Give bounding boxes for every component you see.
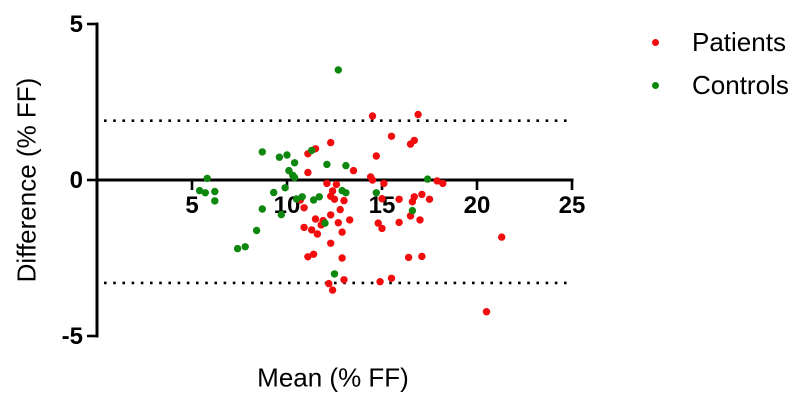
data-point-controls [281,184,289,192]
data-point-patients [374,219,382,227]
data-point-patients [328,286,337,294]
x-tick-label: 5 [185,192,198,219]
data-point-patients [338,228,346,236]
data-point-controls [342,189,350,197]
y-tick-label: 5 [70,11,83,38]
data-point-patients [311,215,320,223]
data-point-controls [211,187,219,196]
data-point-patients [376,278,384,286]
data-point-patients [410,136,418,145]
data-point-controls [211,197,219,205]
data-point-patients [395,195,403,203]
data-point-controls [258,148,266,156]
data-point-controls [372,189,380,197]
legend-label-patients: Patients [692,27,786,57]
data-point-patients [482,308,491,316]
data-point-patients [404,253,413,262]
legend-label-controls: Controls [692,70,789,100]
data-point-patients [323,179,331,188]
data-point-patients [416,216,424,224]
data-point-patients [378,224,386,233]
y-tick-label: -5 [62,323,83,350]
legend: Patients Controls [652,28,789,99]
data-point-patients [340,276,348,284]
data-point-patients [368,112,377,120]
data-point-controls [258,205,266,213]
data-point-controls [252,226,261,235]
data-point-patients [418,190,426,199]
data-point-patients [498,233,506,241]
data-point-controls [290,159,299,167]
data-point-patients [327,211,335,219]
data-point-patients [308,226,316,234]
data-point-patients [418,252,426,261]
data-point-patients [336,205,344,214]
data-point-controls [298,193,306,201]
data-point-controls [309,196,318,204]
data-point-patients [425,195,434,203]
data-point-patients [410,193,418,201]
data-point-patients [380,179,388,188]
data-point-controls [203,174,211,183]
data-point-controls [283,151,291,159]
data-point-patients [340,196,348,205]
data-point-controls [290,173,299,182]
data-point-patients [327,138,335,147]
data-point-patients [300,223,308,232]
data-point-patients [368,176,377,184]
data-point-patients [378,195,386,203]
x-tick-label: 20 [464,192,491,219]
controls-marker-icon [652,81,659,89]
data-point-patients [346,216,354,224]
data-point-patients [439,179,447,188]
data-point-controls [233,244,242,253]
data-point-patients [332,180,341,189]
data-point-controls [323,160,331,169]
data-point-controls [315,193,323,201]
data-point-controls [195,186,204,195]
data-point-patients [330,195,339,203]
data-point-patients [325,279,333,288]
x-axis-title: Mean (% FF) [257,362,409,393]
y-tick-label: 0 [70,167,83,194]
data-point-patients [395,218,403,227]
data-point-patients [372,152,380,160]
data-point-patients [387,274,396,282]
data-point-controls [277,210,285,219]
data-point-controls [275,153,284,161]
data-point-controls [330,270,339,278]
legend-item-controls: Controls [652,71,789,99]
data-point-patients [327,239,335,247]
legend-item-patients: Patients [652,28,789,56]
data-point-controls [321,219,329,227]
data-point-controls [408,206,417,215]
data-point-patients [334,219,342,227]
data-point-controls [342,161,350,170]
data-point-patients [309,250,318,258]
data-point-controls [270,188,278,197]
data-point-patients [304,253,312,261]
data-point-controls [292,195,301,203]
data-point-patients [433,177,441,185]
data-point-controls [201,189,209,197]
data-point-patients [313,230,322,238]
data-point-patients [300,204,308,212]
data-point-patients [338,254,346,262]
y-axis-title: Difference (% FF) [11,77,42,283]
data-point-controls [308,146,316,155]
data-point-controls [241,243,249,251]
data-point-patients [414,110,422,119]
data-point-patients [387,132,396,140]
data-point-controls [334,66,342,74]
data-point-patients [349,166,358,175]
data-point-controls [423,175,432,183]
data-point-patients [304,168,312,177]
x-tick-label: 25 [559,192,586,219]
patients-marker-icon [652,38,659,46]
